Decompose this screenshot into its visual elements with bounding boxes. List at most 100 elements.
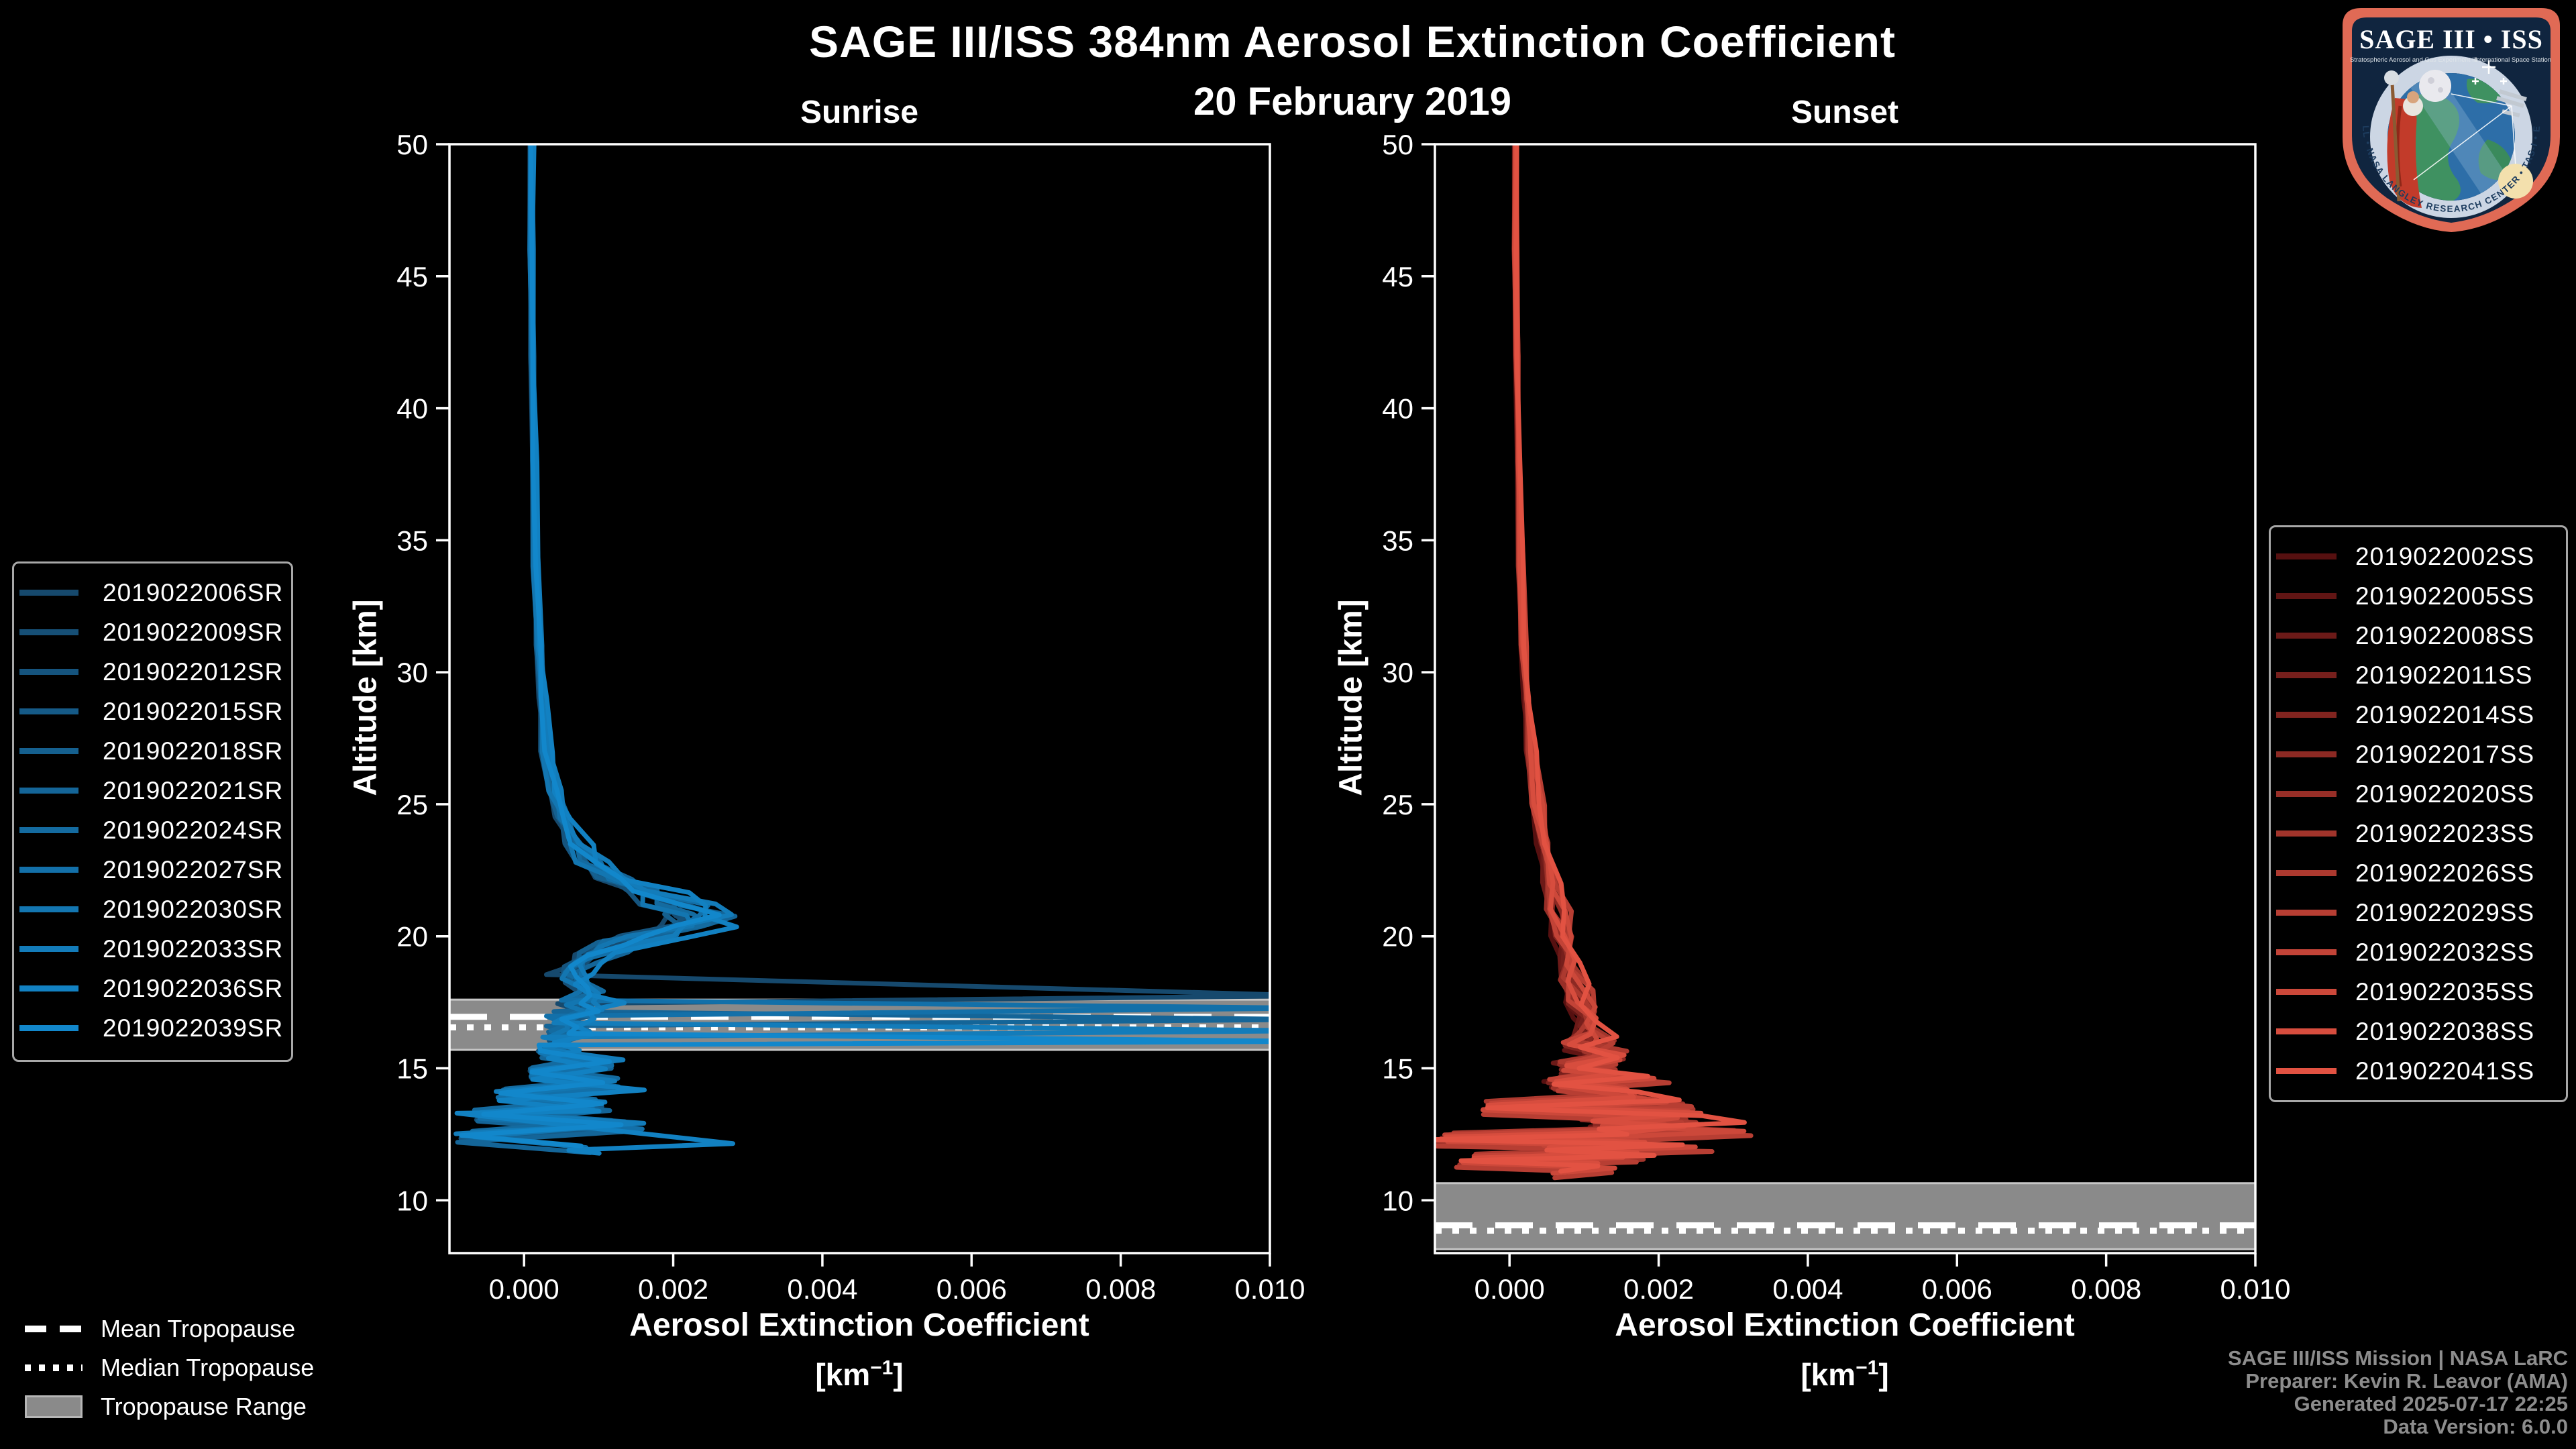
y-tick-label: 10	[1382, 1185, 1413, 1216]
series-label: 2019022027SR	[103, 855, 284, 883]
legend-item-2019022008SS: 2019022008SS	[2276, 616, 2566, 655]
profile-line-2019022002SS	[1448, 144, 1669, 1145]
y-tick-label: 35	[396, 525, 428, 556]
legend-label: Median Tropopause	[101, 1354, 315, 1381]
series-color-swatch	[19, 867, 78, 873]
y-tick-label: 40	[1382, 393, 1413, 425]
sunrise-legend-box: 2019022006SR 2019022009SR 2019022012SR 2019…	[12, 561, 293, 1062]
x-tick-label: 0.006	[936, 1273, 1007, 1305]
legend-label: Mean Tropopause	[101, 1315, 296, 1342]
series-color-swatch	[2276, 910, 2337, 916]
band-swatch	[25, 1395, 83, 1418]
series-color-swatch	[19, 827, 78, 833]
y-tick-label: 20	[1382, 921, 1413, 953]
unit-close: ]	[1878, 1357, 1889, 1392]
profile-line-2019022006SR	[483, 144, 1270, 1116]
x-tick-label: 0.004	[787, 1273, 857, 1305]
credits-block: SAGE III/ISS Mission | NASA LaRC Prepare…	[2228, 1347, 2568, 1438]
tropopause-range-band	[1435, 1183, 2255, 1250]
series-label: 2019022024SR	[103, 816, 284, 844]
series-color-swatch	[19, 946, 78, 952]
sunset-plot: 0.000 0.002 0.004 0.006 0.008 0.010 10 15 20 25 30…	[1382, 129, 2290, 1305]
credit-line-mission: SAGE III/ISS Mission | NASA LaRC	[2227, 1346, 2568, 1370]
series-color-swatch	[2276, 989, 2337, 995]
patch-title: SAGE III • ISS	[2359, 24, 2543, 54]
series-label: 2019022035SS	[2355, 977, 2535, 1006]
legend-item-2019022018SR: 2019022018SR	[19, 731, 291, 771]
series-color-swatch	[19, 788, 78, 794]
legend-item-2019022038SS: 2019022038SS	[2276, 1012, 2566, 1051]
x-tick-label: 0.006	[1922, 1273, 1992, 1305]
unit-exponent: −1	[870, 1356, 894, 1379]
sunset-x-axis-unit: [km−1]	[1801, 1356, 1888, 1393]
legend-item-tropopause-range: Tropopause Range	[25, 1387, 314, 1426]
profile-line-2019022024SR	[470, 144, 711, 1134]
series-label: 2019022008SS	[2355, 621, 2535, 649]
y-tick-label: 15	[396, 1053, 428, 1085]
legend-item-2019022027SR: 2019022027SR	[19, 850, 291, 890]
series-color-swatch	[2276, 870, 2337, 876]
x-tick-label: 0.000	[489, 1273, 559, 1305]
legend-item-2019022032SS: 2019022032SS	[2276, 932, 2566, 972]
series-label: 2019022009SR	[103, 618, 284, 646]
series-label: 2019022012SR	[103, 657, 284, 686]
credit-line-version: Data Version: 6.0.0	[2383, 1415, 2568, 1438]
series-color-swatch	[2276, 830, 2337, 837]
series-color-swatch	[19, 1025, 78, 1031]
series-color-swatch	[2276, 1028, 2337, 1034]
legend-item-2019022011SS: 2019022011SS	[2276, 655, 2566, 695]
legend-item-2019022033SR: 2019022033SR	[19, 929, 291, 969]
series-color-swatch	[19, 748, 78, 754]
y-tick-label: 50	[396, 129, 428, 160]
series-color-swatch	[2276, 751, 2337, 757]
series-label: 2019022036SR	[103, 974, 284, 1002]
y-tick-label: 45	[396, 261, 428, 292]
series-label: 2019022026SS	[2355, 859, 2535, 887]
x-tick-label: 0.010	[1234, 1273, 1305, 1305]
legend-item-2019022002SS: 2019022002SS	[2276, 537, 2566, 576]
legend-item-mean-tropopause: Mean Tropopause	[25, 1309, 314, 1348]
legend-item-2019022030SR: 2019022030SR	[19, 890, 291, 929]
plot-frame	[1434, 143, 2257, 1254]
tether-lines	[2413, 93, 2516, 180]
credit-line-generated: Generated 2025-07-17 22:25	[2294, 1392, 2568, 1415]
legend-item-2019022006SR: 2019022006SR	[19, 573, 291, 612]
series-color-swatch	[2276, 949, 2337, 955]
unit-open: [km	[815, 1357, 871, 1392]
series-label: 2019022006SR	[103, 578, 284, 606]
sunrise-x-axis-label: Aerosol Extinction Coefficient	[629, 1307, 1089, 1343]
y-tick-label: 30	[396, 657, 428, 688]
legend-label: Tropopause Range	[101, 1393, 307, 1420]
figure-title: SAGE III/ISS 384nm Aerosol Extinction Co…	[809, 17, 1896, 66]
series-label: 2019022032SS	[2355, 938, 2535, 966]
legend-item-median-tropopause: Median Tropopause	[25, 1348, 314, 1387]
observer-figure	[2384, 70, 2423, 208]
series-color-swatch	[2276, 553, 2337, 559]
series-color-swatch	[2276, 791, 2337, 797]
y-tick-label: 50	[1382, 129, 1413, 160]
x-tick-label: 0.000	[1474, 1273, 1545, 1305]
series-color-swatch	[19, 906, 78, 912]
series-label: 2019022018SR	[103, 737, 284, 765]
moon-icon	[2419, 70, 2451, 102]
series-color-swatch	[19, 669, 78, 675]
series-color-swatch	[2276, 712, 2337, 718]
legend-item-2019022012SR: 2019022012SR	[19, 652, 291, 692]
legend-item-2019022036SR: 2019022036SR	[19, 969, 291, 1008]
patch-subtitle-right: International Space Station	[2475, 56, 2551, 64]
y-tick-label: 20	[396, 921, 428, 953]
legend-item-2019022023SS: 2019022023SS	[2276, 814, 2566, 853]
legend-item-2019022014SS: 2019022014SS	[2276, 695, 2566, 735]
sunset-panel-title: Sunset	[1790, 95, 1899, 130]
legend-item-2019022020SS: 2019022020SS	[2276, 774, 2566, 814]
series-label: 2019022030SR	[103, 895, 284, 923]
tropopause-legend: Mean Tropopause Median Tropopause Tropop…	[25, 1309, 314, 1426]
iss-icon	[2496, 89, 2527, 117]
profile-line-2019022039SR	[459, 144, 1270, 1148]
y-tick-label: 30	[1382, 657, 1413, 688]
y-tick-label: 40	[396, 393, 428, 425]
series-label: 2019022038SS	[2355, 1017, 2535, 1045]
series-color-swatch	[19, 985, 78, 991]
series-label: 2019022029SS	[2355, 898, 2535, 926]
